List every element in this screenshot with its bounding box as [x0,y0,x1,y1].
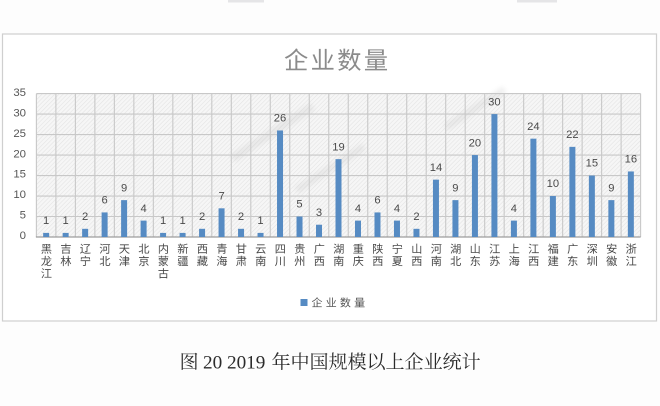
svg-text:7: 7 [218,191,224,203]
svg-text:6: 6 [101,195,107,207]
svg-text:2: 2 [82,211,88,223]
svg-text:14: 14 [430,162,442,174]
svg-text:30: 30 [13,107,26,119]
svg-text:4: 4 [511,203,517,215]
svg-text:20: 20 [469,137,481,149]
svg-text:4: 4 [394,203,400,215]
svg-text:0: 0 [20,230,26,242]
svg-text:15: 15 [13,169,26,181]
svg-text:1: 1 [179,215,185,227]
svg-text:9: 9 [121,182,127,194]
svg-text:5: 5 [296,199,302,211]
svg-text:6: 6 [374,195,380,207]
svg-text:19: 19 [332,141,344,153]
svg-text:9: 9 [452,182,458,194]
svg-text:15: 15 [586,158,598,170]
svg-text:1: 1 [62,215,68,227]
svg-text:2: 2 [238,211,244,223]
svg-text:3: 3 [316,207,322,219]
svg-text:20: 20 [13,148,26,160]
svg-text:16: 16 [625,154,637,166]
svg-text:26: 26 [274,113,286,125]
svg-text:5: 5 [20,210,26,222]
svg-text:10: 10 [547,178,559,190]
svg-text:10: 10 [13,189,26,201]
svg-text:4: 4 [140,203,146,215]
svg-text:1: 1 [43,215,49,227]
svg-text:1: 1 [257,215,263,227]
svg-text:9: 9 [608,182,614,194]
svg-text:22: 22 [566,129,578,141]
svg-text:20 2019: 20 2019 [203,353,265,374]
svg-text:1: 1 [160,215,166,227]
svg-text:25: 25 [13,128,26,140]
svg-text:30: 30 [488,96,500,108]
svg-text:24: 24 [527,121,539,133]
svg-text:2: 2 [199,211,205,223]
svg-text:4: 4 [355,203,361,215]
svg-text:2: 2 [413,211,419,223]
svg-text:35: 35 [13,87,26,99]
